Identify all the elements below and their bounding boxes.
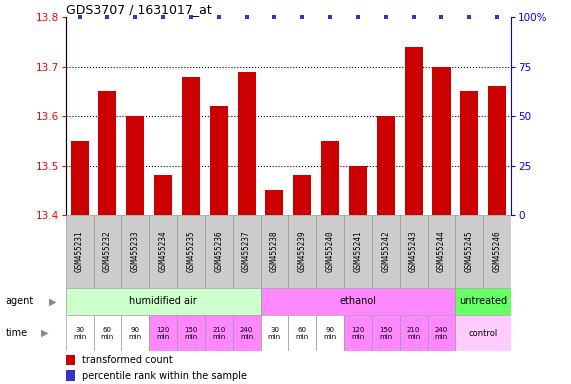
Text: humidified air: humidified air <box>129 296 197 306</box>
Text: control: control <box>469 329 498 338</box>
Bar <box>182 77 200 215</box>
Bar <box>349 166 367 215</box>
Text: 60
min: 60 min <box>101 327 114 339</box>
Bar <box>177 215 205 288</box>
Bar <box>126 116 144 215</box>
Text: GSM455240: GSM455240 <box>325 231 335 272</box>
Text: 120
min: 120 min <box>156 327 170 339</box>
Bar <box>483 215 511 288</box>
Text: transformed count: transformed count <box>82 355 172 365</box>
Bar <box>149 215 177 288</box>
Bar <box>456 215 483 288</box>
Bar <box>405 47 423 215</box>
Bar <box>456 315 511 351</box>
Text: ▶: ▶ <box>49 296 56 306</box>
Bar <box>377 116 395 215</box>
Bar <box>321 141 339 215</box>
Text: 30
min: 30 min <box>73 327 86 339</box>
Bar <box>488 86 506 215</box>
Bar <box>316 215 344 288</box>
Bar <box>288 215 316 288</box>
Text: GSM455246: GSM455246 <box>493 231 502 272</box>
Text: GSM455239: GSM455239 <box>297 231 307 272</box>
Bar <box>94 315 122 351</box>
Bar <box>288 315 316 351</box>
Bar <box>316 315 344 351</box>
Bar <box>238 72 256 215</box>
Bar <box>233 315 260 351</box>
Bar <box>372 215 400 288</box>
Text: 210
min: 210 min <box>407 327 420 339</box>
Text: GSM455232: GSM455232 <box>103 231 112 272</box>
Text: GDS3707 / 1631017_at: GDS3707 / 1631017_at <box>66 3 211 16</box>
Bar <box>71 141 89 215</box>
Bar <box>66 370 75 381</box>
Bar <box>400 315 428 351</box>
Bar <box>260 215 288 288</box>
Text: GSM455237: GSM455237 <box>242 231 251 272</box>
Bar <box>205 315 233 351</box>
Text: ethanol: ethanol <box>339 296 376 306</box>
Text: GSM455241: GSM455241 <box>353 231 363 272</box>
Bar <box>66 355 75 365</box>
Text: untreated: untreated <box>459 296 507 306</box>
Bar <box>98 91 116 215</box>
Text: GSM455231: GSM455231 <box>75 231 84 272</box>
Text: GSM455245: GSM455245 <box>465 231 474 272</box>
Text: GSM455233: GSM455233 <box>131 231 140 272</box>
Text: 90
min: 90 min <box>128 327 142 339</box>
Text: 240
min: 240 min <box>435 327 448 339</box>
Bar <box>432 67 451 215</box>
Bar <box>122 215 149 288</box>
Text: GSM455234: GSM455234 <box>159 231 168 272</box>
Text: time: time <box>6 328 28 338</box>
Text: agent: agent <box>6 296 34 306</box>
Text: ▶: ▶ <box>41 328 49 338</box>
Bar <box>177 315 205 351</box>
Bar <box>233 215 260 288</box>
Bar <box>94 215 122 288</box>
Bar <box>122 315 149 351</box>
Bar <box>428 315 456 351</box>
Text: GSM455236: GSM455236 <box>214 231 223 272</box>
Text: GSM455238: GSM455238 <box>270 231 279 272</box>
Text: percentile rank within the sample: percentile rank within the sample <box>82 371 247 381</box>
Bar <box>154 175 172 215</box>
Text: GSM455235: GSM455235 <box>186 231 195 272</box>
Bar <box>260 315 288 351</box>
Bar <box>428 215 456 288</box>
Text: GSM455242: GSM455242 <box>381 231 391 272</box>
Bar <box>66 288 260 315</box>
Bar <box>66 315 94 351</box>
Text: GSM455243: GSM455243 <box>409 231 418 272</box>
Text: 210
min: 210 min <box>212 327 226 339</box>
Bar <box>460 91 478 215</box>
Text: 150
min: 150 min <box>184 327 198 339</box>
Bar <box>344 215 372 288</box>
Bar <box>66 215 94 288</box>
Text: 240
min: 240 min <box>240 327 253 339</box>
Text: 90
min: 90 min <box>324 327 337 339</box>
Bar <box>210 106 228 215</box>
Text: 60
min: 60 min <box>296 327 309 339</box>
Text: 120
min: 120 min <box>351 327 365 339</box>
Bar <box>372 315 400 351</box>
Bar <box>205 215 233 288</box>
Bar <box>456 288 511 315</box>
Bar <box>266 190 283 215</box>
Bar <box>260 288 456 315</box>
Text: 30
min: 30 min <box>268 327 281 339</box>
Text: 150
min: 150 min <box>379 327 392 339</box>
Bar <box>149 315 177 351</box>
Text: GSM455244: GSM455244 <box>437 231 446 272</box>
Bar <box>344 315 372 351</box>
Bar <box>400 215 428 288</box>
Bar <box>293 175 311 215</box>
